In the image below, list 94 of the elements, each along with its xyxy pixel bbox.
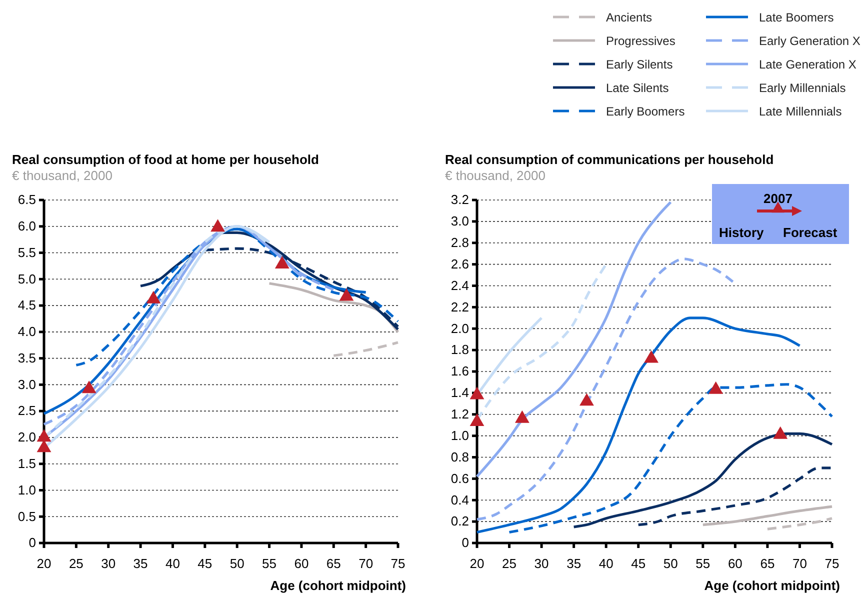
x-tick-label: 35 xyxy=(133,556,148,571)
x-axis-title: Age (cohort midpoint) xyxy=(270,578,406,593)
annotation: 2007 xyxy=(764,191,792,206)
legend-label: Late Millennials xyxy=(759,104,842,118)
y-tick-label: 3.0 xyxy=(18,376,36,392)
y-tick-label: 0.6 xyxy=(450,470,469,486)
x-tick-label: 50 xyxy=(663,556,678,571)
y-tick-label: 5.5 xyxy=(18,244,36,260)
line-series xyxy=(766,517,834,530)
line-series xyxy=(702,505,834,526)
y-tick-label: 3.0 xyxy=(450,214,469,229)
y-tick-label: 1.5 xyxy=(18,456,36,472)
y-tick-label: 4.5 xyxy=(18,298,36,313)
chart-subtitle: € thousand, 2000 xyxy=(445,168,546,183)
y-tick-label: 1.4 xyxy=(450,385,469,400)
chart-title: Real consumption of communications per household xyxy=(445,152,774,167)
legend-label: Late Generation X xyxy=(759,58,856,72)
x-tick-label: 55 xyxy=(696,556,710,571)
line-series xyxy=(476,316,802,534)
point xyxy=(36,429,52,442)
point xyxy=(773,426,788,439)
x-tick-label: 30 xyxy=(534,556,549,571)
annotation: Forecast xyxy=(783,225,838,240)
y-tick-label: 1.0 xyxy=(18,482,36,498)
y-tick-label: 0 xyxy=(28,535,36,550)
legend-label: Ancients xyxy=(606,10,652,24)
chart-subtitle: € thousand, 2000 xyxy=(12,168,112,183)
y-tick-label: 3.2 xyxy=(450,192,469,208)
chart-title: Real consumption of food at home per household xyxy=(12,152,320,167)
line-series xyxy=(476,200,672,478)
legend-label: Late Boomers xyxy=(759,10,834,24)
point xyxy=(274,256,290,269)
x-tick-label: 75 xyxy=(824,556,840,571)
x-tick-label: 25 xyxy=(502,556,517,571)
line-series xyxy=(637,466,834,526)
y-tick-label: 2.0 xyxy=(18,430,36,445)
legend-label: Early Silents xyxy=(606,58,673,72)
point xyxy=(146,290,161,304)
y-tick-label: 2.4 xyxy=(450,278,469,293)
point xyxy=(708,381,724,394)
line-series xyxy=(476,258,736,521)
x-tick-label: 35 xyxy=(566,556,582,571)
point xyxy=(580,393,594,406)
x-tick-label: 65 xyxy=(326,556,341,571)
y-tick-label: 1.0 xyxy=(450,428,469,443)
y-tick-label: 0.5 xyxy=(18,508,36,524)
point xyxy=(470,414,484,426)
legend-label: Early Millennials xyxy=(759,81,846,95)
y-tick-label: 5.0 xyxy=(18,271,36,286)
point xyxy=(514,410,530,423)
point xyxy=(82,380,96,394)
point xyxy=(470,386,484,400)
x-tick-label: 70 xyxy=(792,556,807,571)
x-tick-label: 40 xyxy=(165,556,180,571)
y-tick-label: 1.8 xyxy=(450,342,469,358)
x-tick-label: 60 xyxy=(728,556,742,571)
y-tick-label: 0 xyxy=(462,535,469,550)
x-tick-label: 45 xyxy=(198,556,212,571)
y-tick-label: 1.2 xyxy=(450,406,469,422)
x-tick-label: 55 xyxy=(262,556,277,571)
point xyxy=(36,440,52,452)
y-tick-label: 2.0 xyxy=(450,320,469,336)
legend-label: Early Generation X xyxy=(759,34,860,48)
x-axis-title: Age (cohort midpoint) xyxy=(704,578,840,593)
legend-label: Late Silents xyxy=(606,81,669,95)
point xyxy=(339,288,354,301)
point xyxy=(210,219,225,232)
annotation: History xyxy=(719,225,765,240)
legend-label: Progressives xyxy=(606,34,676,48)
y-tick-label: 6.0 xyxy=(18,218,36,234)
x-tick-label: 30 xyxy=(101,556,116,571)
x-tick-label: 20 xyxy=(36,556,52,571)
y-tick-label: 2.8 xyxy=(450,235,469,250)
y-tick-label: 0.8 xyxy=(450,449,469,464)
point xyxy=(644,350,658,363)
x-tick-label: 65 xyxy=(760,556,775,571)
x-tick-label: 40 xyxy=(598,556,614,571)
x-tick-label: 45 xyxy=(631,556,646,571)
x-tick-label: 25 xyxy=(68,556,84,571)
y-tick-label: 0.2 xyxy=(450,514,469,529)
legend-label: Early Boomers xyxy=(606,104,685,118)
y-tick-label: 3.5 xyxy=(18,350,36,366)
x-tick-label: 50 xyxy=(230,556,244,571)
x-tick-label: 70 xyxy=(358,556,374,571)
y-tick-label: 6.5 xyxy=(18,192,36,208)
y-tick-label: 2.2 xyxy=(450,299,469,314)
x-tick-label: 60 xyxy=(294,556,309,571)
x-tick-label: 20 xyxy=(470,556,484,571)
y-tick-label: 2.6 xyxy=(450,256,469,272)
x-tick-label: 75 xyxy=(390,556,406,571)
y-tick-label: 1.6 xyxy=(450,364,469,379)
y-tick-label: 0.4 xyxy=(450,492,469,508)
y-tick-label: 2.5 xyxy=(18,403,36,418)
y-tick-label: 4.0 xyxy=(18,324,36,340)
